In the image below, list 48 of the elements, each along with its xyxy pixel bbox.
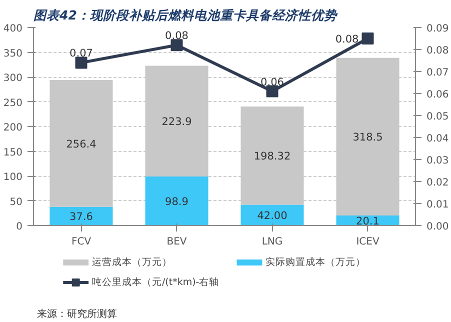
- data-label: 318.5: [352, 132, 383, 144]
- y-tick-label: 50: [10, 196, 23, 208]
- text: 0.04: [426, 134, 449, 144]
- y-tick-label: 0: [16, 222, 23, 232]
- x-tick-label: ICEV: [356, 236, 380, 248]
- text: 0.02: [426, 178, 449, 188]
- data-label: 20.1: [356, 216, 380, 228]
- x-tick-label: BEV: [166, 236, 187, 248]
- data-label: 256.4: [66, 138, 97, 150]
- text: 0.01: [426, 200, 449, 210]
- point: [362, 32, 374, 44]
- data-label: 0.06: [260, 76, 284, 88]
- text: 0.07: [426, 68, 449, 78]
- bar: [145, 66, 208, 177]
- chart-title: 图表42：现阶段补贴后燃料电池重卡具备经济性优势: [34, 8, 338, 22]
- data-label: 223.9: [162, 116, 192, 128]
- y-tick-label: 250: [3, 98, 23, 109]
- text: 0.03: [426, 156, 449, 166]
- x-tick-label: LNG: [262, 236, 283, 248]
- legend-label: 运营成本（万元）: [92, 256, 172, 268]
- source-note: 来源：研究所测算: [36, 308, 117, 320]
- data-label: 42.00: [257, 210, 288, 222]
- data-label: 0.08: [335, 34, 359, 46]
- data-label: 0.07: [70, 48, 93, 60]
- y-tick-label: 350: [3, 48, 23, 60]
- text: 0.06: [426, 90, 449, 100]
- legend-label: 吨公里成本（元/(t*km)-右轴: [92, 276, 220, 288]
- data-label: 0.08: [165, 30, 188, 42]
- point: [75, 56, 88, 69]
- text: 0.08: [426, 46, 449, 56]
- bar: [240, 204, 304, 226]
- point: [170, 39, 183, 52]
- y-tick-label: 100: [3, 172, 23, 183]
- text: 0.05: [426, 112, 449, 122]
- legend-label: 实际购置成本（万元）: [266, 256, 366, 268]
- text: 0.09: [426, 24, 449, 34]
- text: 0.00: [426, 222, 449, 232]
- bar: [50, 206, 113, 226]
- y-tick-label: 150: [3, 147, 23, 158]
- y-tick-label: 200: [3, 122, 23, 134]
- point: [266, 85, 278, 98]
- data-label: 98.9: [165, 196, 188, 208]
- data-label: 198.32: [254, 150, 291, 163]
- bar: [145, 176, 208, 226]
- y-tick-label: 300: [3, 73, 23, 84]
- data-label: 37.6: [70, 211, 94, 224]
- y-tick-label: 400: [3, 24, 23, 34]
- x-tick-label: FCV: [71, 236, 92, 248]
